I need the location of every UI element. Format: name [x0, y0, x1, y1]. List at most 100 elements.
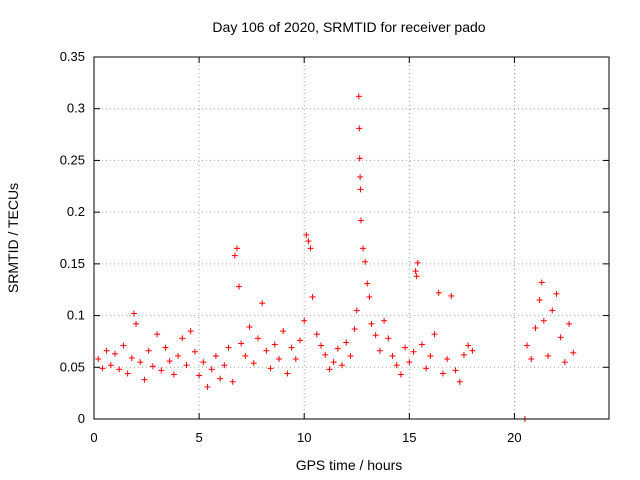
data-point	[112, 350, 119, 357]
data-point	[524, 342, 531, 349]
data-point	[397, 371, 404, 378]
data-point	[357, 186, 364, 193]
y-tick-label: 0.15	[60, 256, 85, 271]
data-point	[406, 359, 413, 366]
data-point	[444, 356, 451, 363]
data-point	[238, 340, 245, 347]
data-point	[204, 383, 211, 390]
data-point	[360, 245, 367, 252]
data-point	[343, 339, 350, 346]
data-point	[393, 362, 400, 369]
y-tick-label: 0.35	[60, 49, 85, 64]
data-point	[366, 293, 373, 300]
x-tick-label: 10	[297, 430, 311, 445]
data-point	[402, 344, 409, 351]
data-point	[158, 367, 165, 374]
data-point	[427, 352, 434, 359]
data-point	[357, 173, 364, 180]
plot-frame	[93, 56, 610, 420]
data-point	[326, 366, 333, 373]
data-point	[414, 259, 421, 266]
data-point	[225, 344, 232, 351]
data-point	[538, 279, 545, 286]
data-point	[372, 332, 379, 339]
data-point	[553, 290, 560, 297]
x-tick-label: 5	[195, 430, 202, 445]
data-point	[162, 344, 169, 351]
data-point	[229, 378, 236, 385]
data-point	[570, 349, 577, 356]
y-tick-label: 0.1	[67, 308, 85, 323]
data-point	[309, 293, 316, 300]
data-point	[107, 362, 114, 369]
data-point	[284, 370, 291, 377]
data-point	[549, 307, 556, 314]
x-axis-label: GPS time / hours	[296, 457, 403, 473]
data-point	[246, 323, 253, 330]
data-point	[196, 372, 203, 379]
y-axis-label: SRMTID / TECUs	[5, 183, 21, 293]
data-point	[364, 280, 371, 287]
y-tick-label: 0	[78, 411, 85, 426]
data-point	[103, 347, 110, 354]
data-point	[116, 366, 123, 373]
data-point	[303, 231, 310, 238]
data-point	[385, 335, 392, 342]
data-point	[389, 352, 396, 359]
y-tick-label: 0.05	[60, 359, 85, 374]
data-point	[179, 335, 186, 342]
data-points	[95, 93, 577, 422]
data-point	[236, 283, 243, 290]
data-point	[318, 342, 325, 349]
data-point	[231, 252, 238, 259]
y-tick-label: 0.3	[67, 101, 85, 116]
data-point	[233, 245, 240, 252]
data-point	[413, 273, 420, 280]
data-point	[271, 341, 278, 348]
data-point	[330, 359, 337, 366]
data-point	[469, 347, 476, 354]
chart-title: Day 106 of 2020, SRMTID for receiver pad…	[212, 19, 485, 35]
data-point	[137, 359, 144, 366]
data-point	[532, 324, 539, 331]
data-point	[545, 352, 552, 359]
data-point	[280, 328, 287, 335]
x-tick-label: 20	[507, 430, 521, 445]
data-point	[465, 342, 472, 349]
data-point	[305, 238, 312, 245]
data-point	[267, 365, 274, 372]
data-point	[456, 378, 463, 385]
data-point	[275, 356, 282, 363]
data-point	[435, 289, 442, 296]
data-point	[418, 341, 425, 348]
data-point	[322, 351, 329, 358]
data-point	[191, 348, 198, 355]
data-point	[170, 371, 177, 378]
data-point	[355, 93, 362, 100]
data-point	[412, 268, 419, 275]
data-point	[307, 245, 314, 252]
data-point	[99, 365, 106, 372]
data-point	[439, 370, 446, 377]
grid-lines	[94, 57, 609, 419]
data-point	[448, 292, 455, 299]
data-point	[221, 362, 228, 369]
data-point	[557, 334, 564, 341]
data-point	[124, 370, 131, 377]
data-point	[259, 300, 266, 307]
y-tick-label: 0.25	[60, 152, 85, 167]
x-tick-label: 0	[90, 430, 97, 445]
data-point	[356, 125, 363, 132]
data-point	[288, 344, 295, 351]
data-point	[183, 362, 190, 369]
data-point	[334, 345, 341, 352]
data-point	[423, 365, 430, 372]
axis-ticks: 0 0.05 0.1 0.15 0.2 0.25 0.3 0.35 0 5 10 15 20	[60, 49, 609, 445]
data-point	[154, 331, 161, 338]
data-point	[128, 354, 135, 361]
data-point	[540, 317, 547, 324]
data-point	[175, 352, 182, 359]
data-point	[141, 376, 148, 383]
data-point	[356, 155, 363, 162]
data-point	[133, 320, 140, 327]
